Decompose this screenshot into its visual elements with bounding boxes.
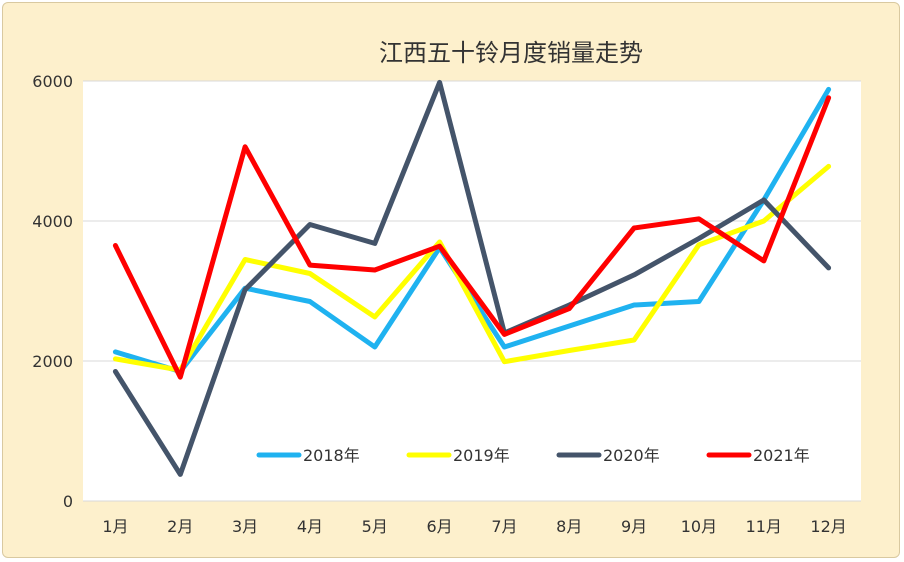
x-tick-label: 6月 xyxy=(426,517,452,536)
x-tick-label: 11月 xyxy=(746,517,782,536)
x-tick-label: 8月 xyxy=(556,517,582,536)
x-tick-label: 3月 xyxy=(232,517,258,536)
x-tick-label: 10月 xyxy=(681,517,717,536)
series-line-2 xyxy=(112,79,832,477)
series-line-3 xyxy=(112,95,832,380)
y-tick-label: 6000 xyxy=(32,72,73,91)
series-line-1 xyxy=(112,163,832,373)
legend-label: 2018年 xyxy=(303,446,360,465)
legend-label: 2021年 xyxy=(753,446,810,465)
y-tick-label: 4000 xyxy=(32,212,73,231)
legend: 2018年 2019年 2020年 2021年 xyxy=(256,446,810,465)
series-lines xyxy=(112,79,832,477)
y-axis: 0 2000 4000 6000 xyxy=(32,72,73,511)
legend-label: 2019年 xyxy=(453,446,510,465)
line-chart: 江西五十铃月度销量走势 0 2000 4000 6000 1月 2月 3月 4月 5月 6月 7月… xyxy=(32,39,861,536)
x-tick-label: 12月 xyxy=(810,517,846,536)
x-tick-label: 1月 xyxy=(102,517,128,536)
y-tick-label: 2000 xyxy=(32,352,73,371)
x-tick-label: 7月 xyxy=(491,517,517,536)
y-tick-label: 0 xyxy=(63,492,73,511)
x-tick-label: 4月 xyxy=(297,517,323,536)
x-axis: 1月 2月 3月 4月 5月 6月 7月 8月 9月 10月 11月 12月 xyxy=(102,517,846,536)
chart-title: 江西五十铃月度销量走势 xyxy=(379,39,643,67)
x-tick-label: 5月 xyxy=(362,517,388,536)
x-tick-label: 2月 xyxy=(167,517,193,536)
x-tick-label: 9月 xyxy=(621,517,647,536)
legend-label: 2020年 xyxy=(603,446,660,465)
